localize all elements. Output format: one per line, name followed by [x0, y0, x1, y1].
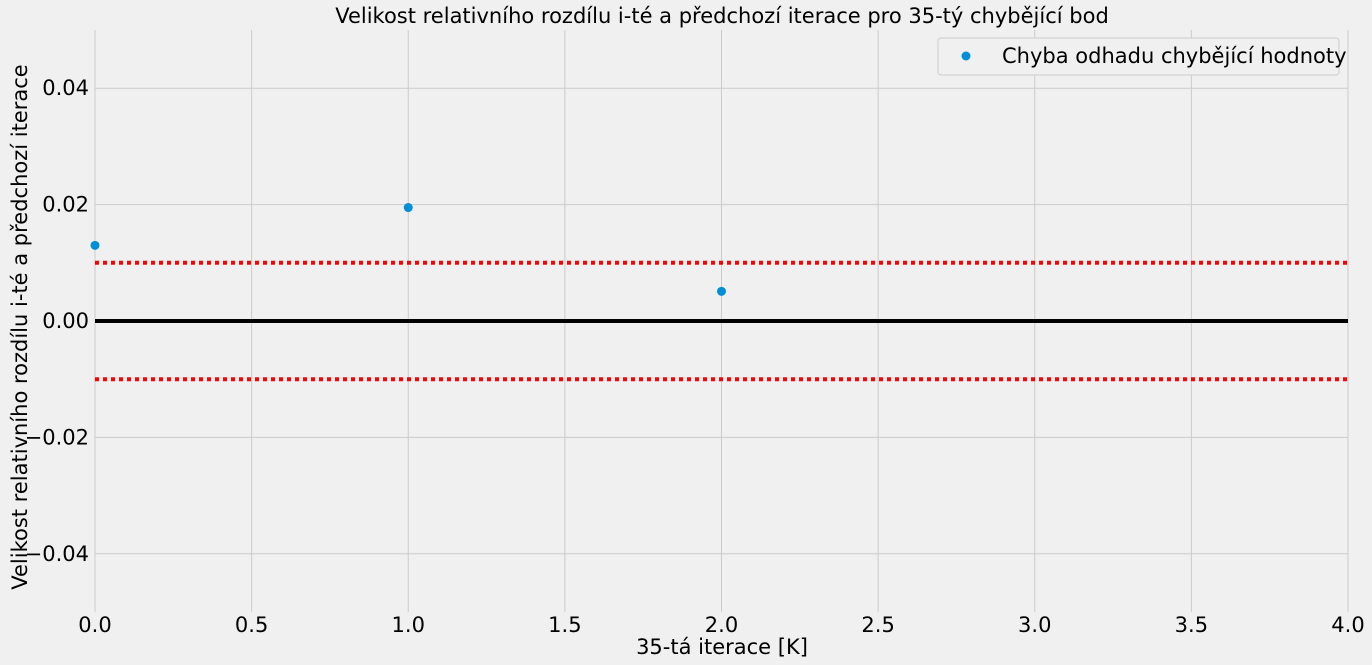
chart-title: Velikost relativního rozdílu i-té a před… [335, 4, 1109, 28]
x-tick-labels: 0.0 0.5 1.0 1.5 2.0 2.5 3.0 3.5 4.0 [78, 613, 1364, 637]
x-tick-label-4: 2.0 [705, 613, 738, 637]
legend-entry-label: Chyba odhadu chybějící hodnoty [1002, 44, 1347, 68]
y-tick-label-3: 0.02 [42, 193, 89, 217]
x-tick-label-0: 0.0 [78, 613, 111, 637]
data-points [90, 203, 726, 296]
y-tick-label-4: 0.04 [42, 76, 89, 100]
data-point-0-1 [403, 203, 413, 213]
x-tick-label-7: 3.5 [1175, 613, 1208, 637]
legend-box [937, 37, 1340, 76]
x-tick-label-3: 1.5 [548, 613, 581, 637]
data-point-0-2 [717, 286, 726, 296]
y-axis-label: Velikost relativního rozdílu i-té a před… [8, 64, 32, 589]
legend-marker [961, 51, 971, 61]
x-tick-label-6: 3.0 [1018, 613, 1051, 637]
legend: Chyba odhadu chybějící hodnoty [937, 37, 1347, 76]
y-tick-labels: −0.04 −0.02 0.00 0.02 0.04 [25, 76, 89, 566]
x-tick-label-2: 1.0 [392, 613, 425, 637]
y-tick-label-1: −0.02 [25, 425, 89, 449]
x-axis-label: 35-tá iterace [K] [636, 635, 808, 659]
y-tick-label-2: 0.00 [42, 309, 89, 333]
x-tick-label-5: 2.5 [861, 613, 894, 637]
x-tick-label-1: 0.5 [235, 613, 268, 637]
data-point-0-0 [90, 240, 100, 250]
reference-lines [95, 260, 1348, 382]
x-tick-label-8: 4.0 [1331, 613, 1364, 637]
y-tick-label-0: −0.04 [25, 542, 89, 566]
